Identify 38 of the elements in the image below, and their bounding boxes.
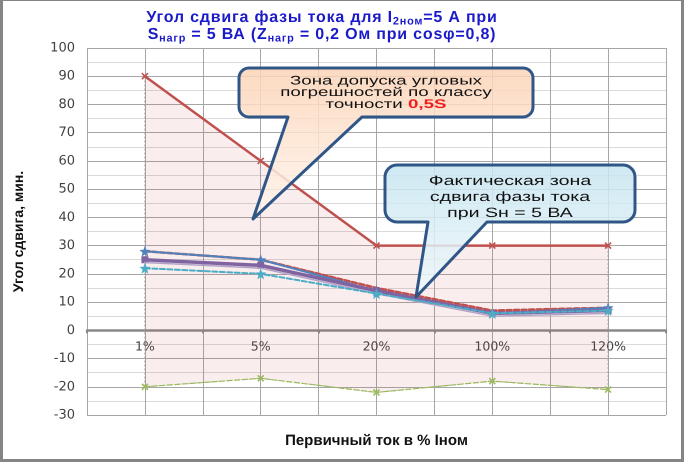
- annotation: Зона допуска угловых погрешностей по классу точности 0,5S: [280, 74, 492, 112]
- x-tick-label: 20%: [362, 338, 391, 354]
- point: [488, 242, 496, 250]
- y-tick-label: 80: [58, 96, 75, 112]
- y-tick-label: 10: [58, 294, 75, 310]
- chart-title: Угол сдвига фазы тока для I$_{2ном}$=5 А при S$_{нагр}$ = 5 ВА (Z$_{нагр}$ = 0,2 Ом при cosφ=0,8): [146, 9, 498, 44]
- annotation: Фактическая зона сдвига фазы тока при Sн = 5 ВА: [428, 172, 592, 220]
- x-axis-title: Первичный ток в % Iном: [285, 432, 468, 449]
- y-tick-label: 100: [50, 40, 75, 56]
- point: [604, 242, 612, 250]
- y-tick-label: -20: [54, 379, 75, 394]
- y-axis-title: Угол сдвига, мин.: [10, 170, 26, 292]
- y-tick-label: 70: [58, 125, 75, 140]
- y-tick-label: 0: [66, 322, 75, 338]
- y-tick-label: 40: [58, 210, 75, 225]
- y-tick-label: -30: [54, 408, 75, 422]
- point: [372, 388, 380, 396]
- point: [256, 157, 264, 165]
- y-tick-label: 60: [58, 153, 75, 168]
- x-tick-label: 100%: [474, 338, 510, 354]
- point: [139, 262, 150, 274]
- point: [141, 256, 148, 264]
- y-tick-label: -10: [54, 351, 75, 366]
- y-tick-label: 50: [58, 182, 75, 197]
- y-tick-label: 20: [58, 266, 75, 282]
- x-tick-label: 1%: [134, 338, 155, 354]
- point: [256, 374, 264, 382]
- point: [604, 386, 612, 394]
- y-tick-label: 90: [58, 68, 75, 84]
- point: [141, 382, 149, 391]
- y-tick-label: 30: [58, 238, 75, 254]
- point: [255, 268, 266, 280]
- x-tick-label: 5%: [250, 338, 271, 354]
- x-tick-label: 120%: [590, 338, 626, 354]
- point: [372, 242, 380, 250]
- point: [141, 72, 149, 80]
- point: [488, 377, 496, 385]
- point: [139, 246, 150, 257]
